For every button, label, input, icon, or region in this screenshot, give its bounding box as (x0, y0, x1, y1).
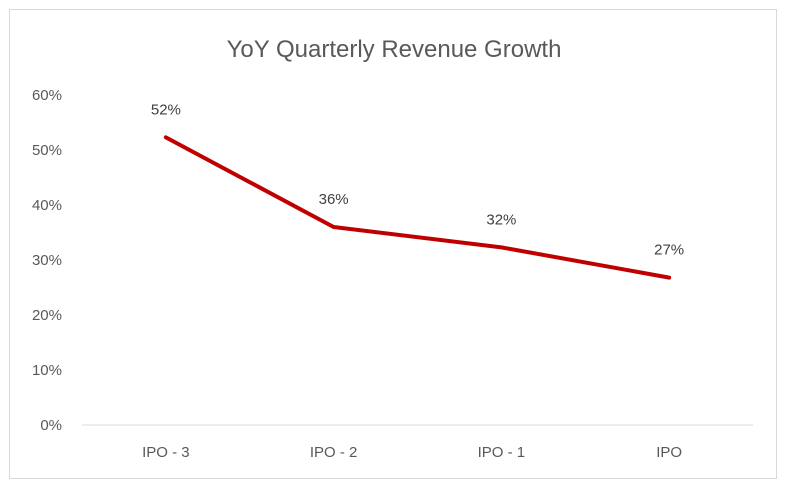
y-tick-label: 60% (32, 87, 62, 104)
y-tick-label: 20% (32, 307, 62, 324)
y-tick-label: 50% (32, 142, 62, 159)
chart-frame (9, 9, 777, 479)
data-labels: 52% 36% 32% 27% (151, 101, 684, 258)
x-tick-label: IPO - 3 (142, 444, 190, 461)
series-line (163, 135, 672, 280)
y-axis-ticks: 0% 10% 20% 30% 40% 50% 60% (32, 87, 62, 434)
y-tick-label: 30% (32, 252, 62, 269)
data-label: 36% (319, 191, 349, 208)
y-tick-label: 10% (32, 362, 62, 379)
y-tick-label: 0% (40, 417, 62, 434)
x-tick-label: IPO (656, 444, 682, 461)
chart-title: YoY Quarterly Revenue Growth (227, 36, 562, 63)
x-tick-label: IPO - 1 (478, 444, 526, 461)
data-label: 27% (654, 242, 684, 259)
data-label: 32% (486, 211, 516, 228)
y-tick-label: 40% (32, 197, 62, 214)
x-tick-label: IPO - 2 (310, 444, 358, 461)
series-group (163, 135, 672, 280)
x-axis-ticks: IPO - 3 IPO - 2 IPO - 1 IPO (142, 444, 682, 461)
data-label: 52% (151, 101, 181, 118)
